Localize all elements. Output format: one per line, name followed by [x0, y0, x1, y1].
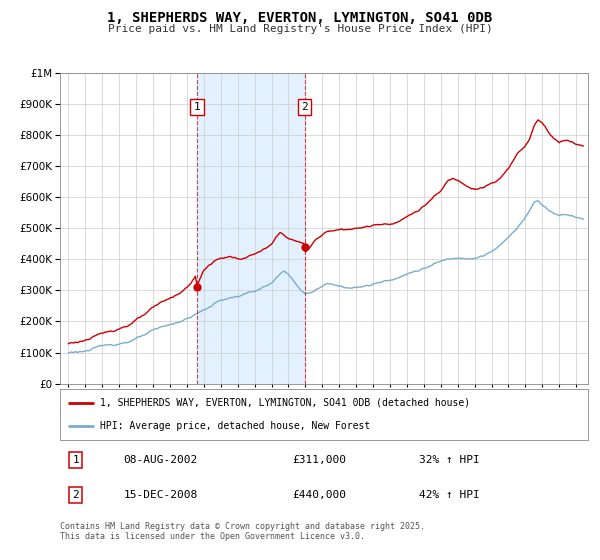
Text: 1: 1 — [73, 455, 79, 465]
Text: 1, SHEPHERDS WAY, EVERTON, LYMINGTON, SO41 0DB: 1, SHEPHERDS WAY, EVERTON, LYMINGTON, SO… — [107, 11, 493, 25]
Text: 1: 1 — [194, 102, 200, 112]
Text: 08-AUG-2002: 08-AUG-2002 — [124, 455, 197, 465]
Text: 15-DEC-2008: 15-DEC-2008 — [124, 491, 197, 500]
Text: 1, SHEPHERDS WAY, EVERTON, LYMINGTON, SO41 0DB (detached house): 1, SHEPHERDS WAY, EVERTON, LYMINGTON, SO… — [100, 398, 470, 408]
Text: £311,000: £311,000 — [292, 455, 346, 465]
Text: 32% ↑ HPI: 32% ↑ HPI — [419, 455, 480, 465]
Bar — [197, 73, 305, 384]
Text: Contains HM Land Registry data © Crown copyright and database right 2025.
This d: Contains HM Land Registry data © Crown c… — [60, 522, 425, 542]
Text: £440,000: £440,000 — [292, 491, 346, 500]
Text: 42% ↑ HPI: 42% ↑ HPI — [419, 491, 480, 500]
Text: Price paid vs. HM Land Registry's House Price Index (HPI): Price paid vs. HM Land Registry's House … — [107, 24, 493, 34]
Text: 2: 2 — [73, 491, 79, 500]
Text: 2: 2 — [301, 102, 308, 112]
Text: HPI: Average price, detached house, New Forest: HPI: Average price, detached house, New … — [100, 421, 370, 431]
